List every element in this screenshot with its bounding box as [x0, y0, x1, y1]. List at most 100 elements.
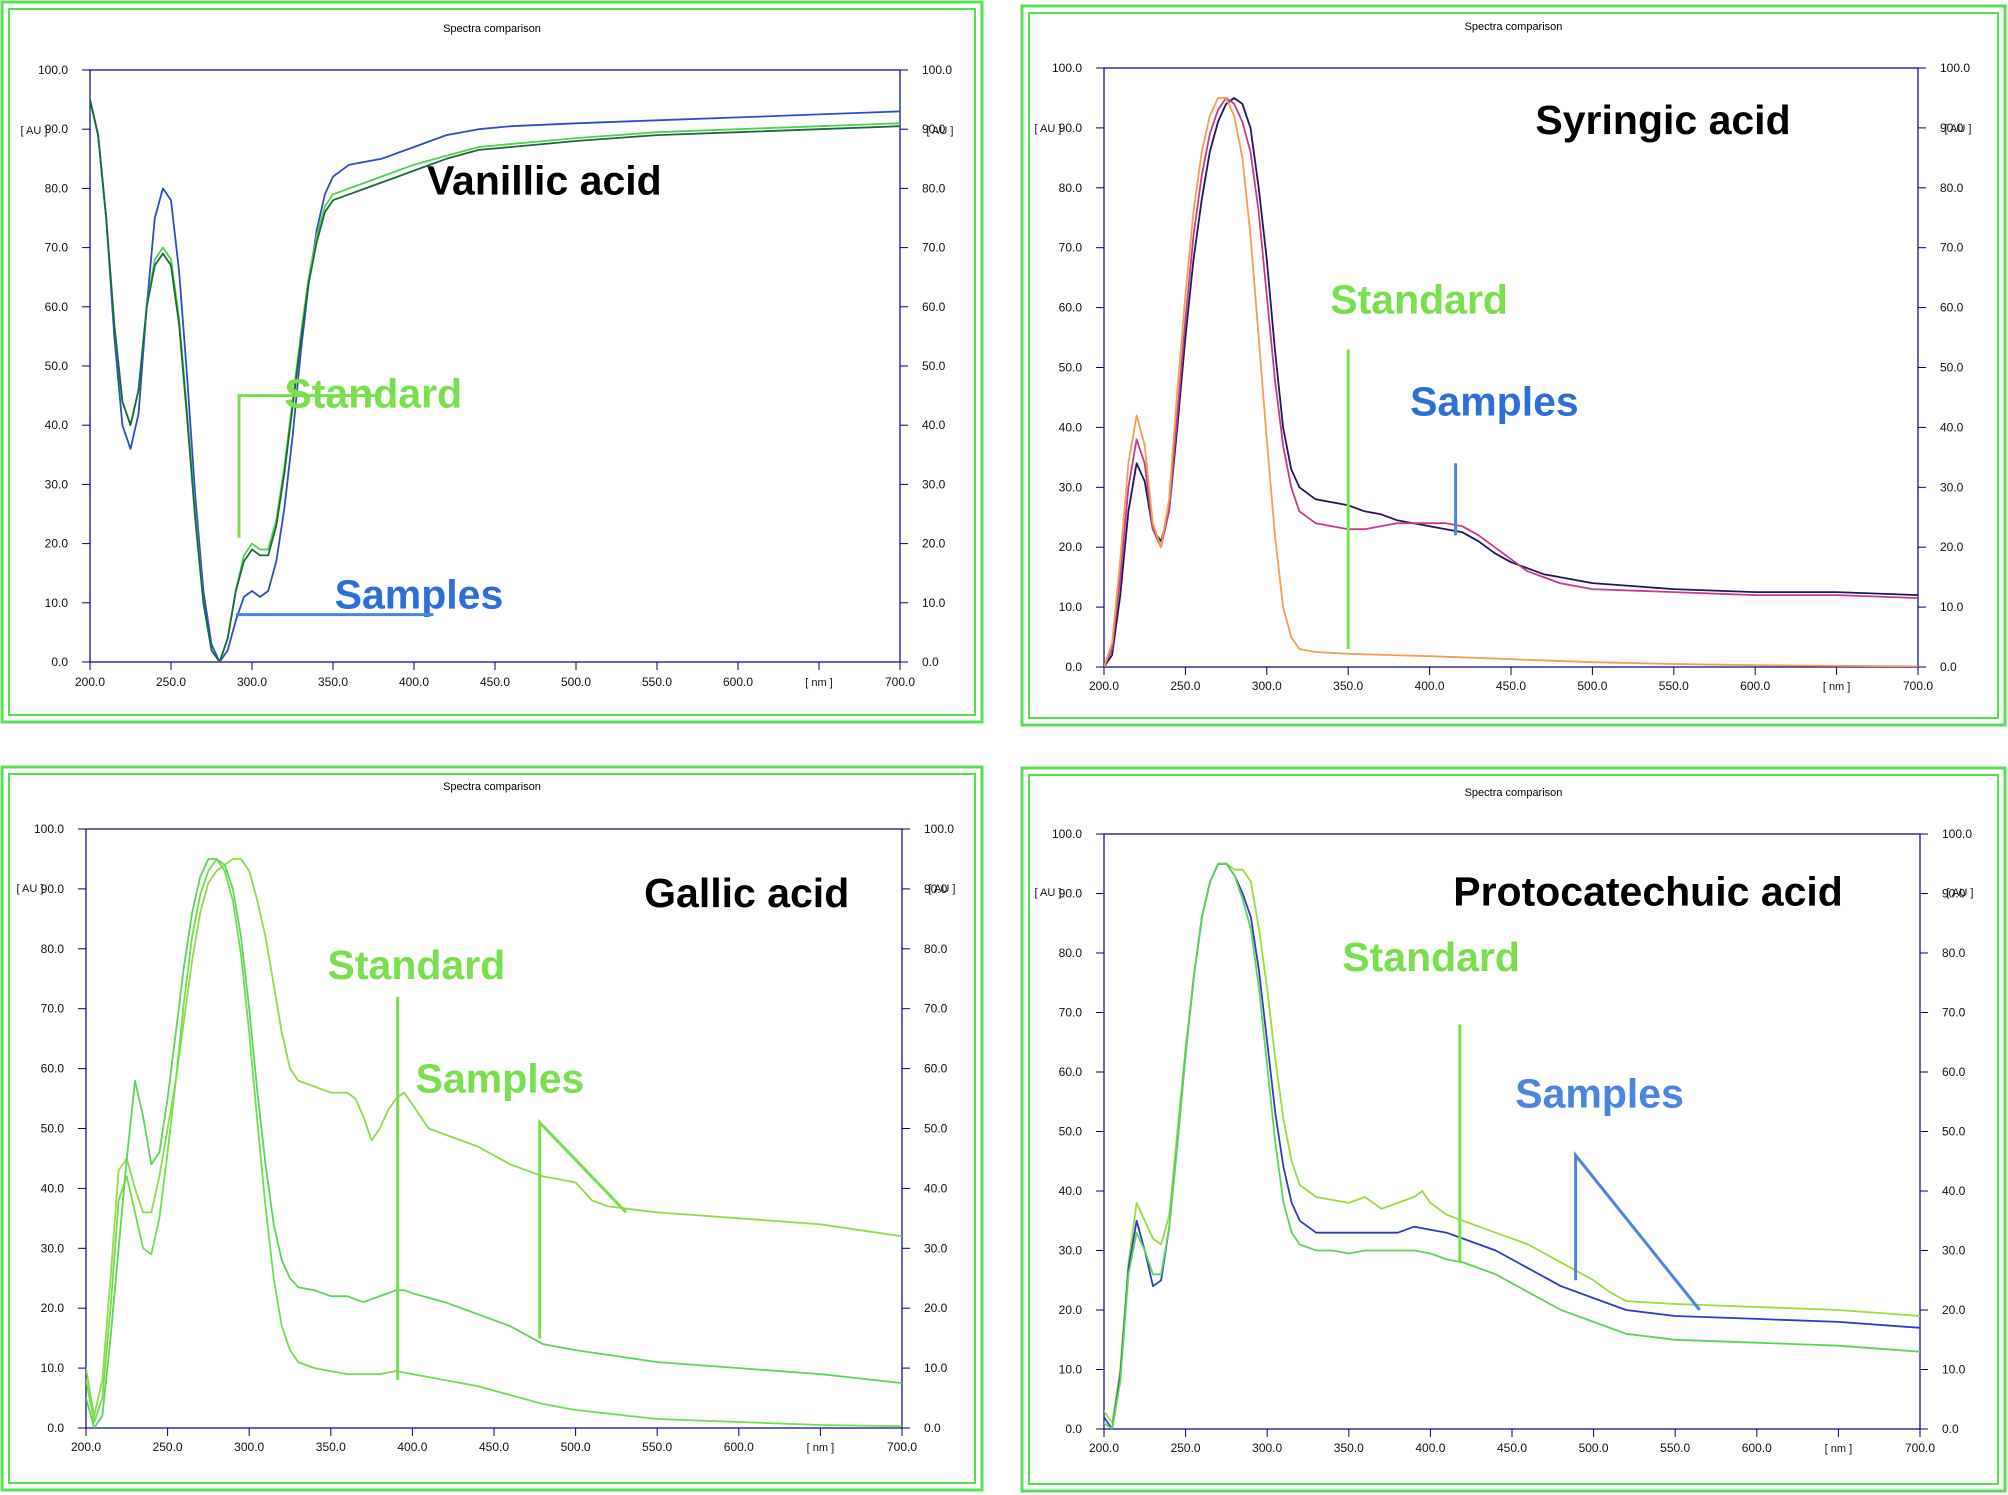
x-tick-label: 550.0 — [642, 675, 672, 689]
y-tick-label-left: 20.0 — [45, 537, 69, 551]
panel-frame-inner — [1028, 12, 1999, 719]
y-tick-label-left: 90.0 — [41, 882, 65, 896]
x-tick-label: 350.0 — [316, 1440, 346, 1454]
spectrum-line-3 — [1104, 97, 1918, 667]
y-tick-label-right: 70.0 — [924, 1002, 948, 1016]
y-tick-label-right: 40.0 — [924, 1181, 948, 1195]
x-tick-label: 250.0 — [153, 1440, 183, 1454]
y-tick-label-right: 90.0 — [922, 122, 946, 136]
x-tick-label: 450.0 — [1496, 679, 1526, 693]
plot-area — [89, 69, 901, 663]
y-tick-label-left: 40.0 — [1059, 1184, 1083, 1198]
y-tick-label-left: 60.0 — [1059, 1065, 1083, 1079]
y-tick-label-right: 50.0 — [922, 359, 946, 373]
x-tick-label: 350.0 — [1333, 679, 1363, 693]
panel-syringic-acid: Spectra comparison 0.0 0.0 10.0 10.0 20.0 20.0… — [1020, 4, 2007, 727]
compound-name-label: Gallic acid — [644, 870, 849, 916]
y-tick-label-left: 10.0 — [1059, 1363, 1083, 1377]
y-tick-label-left: 60.0 — [41, 1062, 65, 1076]
annotation-pointer-line — [538, 1118, 628, 1339]
x-tick-label: 350.0 — [1334, 1441, 1364, 1455]
y-tick-label-left: 70.0 — [1059, 1006, 1083, 1020]
y-tick-label-right: 70.0 — [1942, 1006, 1966, 1020]
x-tick-label: 500.0 — [1579, 1441, 1609, 1455]
y-tick-label-left: 70.0 — [45, 241, 69, 255]
y-tick-label-right: 90.0 — [1940, 121, 1964, 135]
y-tick-label-left: 10.0 — [45, 596, 69, 610]
y-tick-label-left: 80.0 — [45, 181, 69, 195]
y-tick-label-left: 30.0 — [1059, 480, 1083, 494]
y-tick-label-left: 90.0 — [1059, 121, 1083, 135]
compound-name-label: Syringic acid — [1535, 97, 1790, 143]
x-tick-label: 700.0 — [885, 675, 915, 689]
y-tick-label-right: 60.0 — [922, 300, 946, 314]
spectrum-line-3 — [90, 98, 900, 662]
series-group — [90, 98, 900, 662]
plot-area — [85, 828, 903, 1429]
y-tick-label-right: 40.0 — [1940, 420, 1964, 434]
y-tick-label-right: 10.0 — [922, 596, 946, 610]
y-tick-label-left: 30.0 — [41, 1241, 65, 1255]
y-tick-label-right: 0.0 — [1940, 660, 1957, 674]
x-tick-label: 250.0 — [1171, 1441, 1201, 1455]
y-tick-label-right: 30.0 — [1942, 1244, 1966, 1258]
y-tick-label-right: 100.0 — [1940, 61, 1970, 75]
y-tick-label-left: 100.0 — [1052, 827, 1082, 841]
y-tick-label-right: 20.0 — [1940, 540, 1964, 554]
y-tick-label-right: 80.0 — [1940, 181, 1964, 195]
y-tick-label-right: 40.0 — [1942, 1184, 1966, 1198]
x-tick-label: 350.0 — [318, 675, 348, 689]
spectrum-line-1 — [86, 858, 902, 1417]
y-tick-label-right: 50.0 — [1940, 361, 1964, 375]
y-tick-label-left: 20.0 — [1059, 1303, 1083, 1317]
y-tick-label-left: 50.0 — [1059, 361, 1083, 375]
spectrum-line-3 — [86, 858, 902, 1428]
y-tick-label-right: 90.0 — [1942, 887, 1966, 901]
y-tick-label-right: 10.0 — [1942, 1363, 1966, 1377]
spectrum-line-2 — [1104, 97, 1918, 667]
x-tick-label: 550.0 — [1659, 679, 1689, 693]
y-tick-label-left: 10.0 — [41, 1361, 65, 1375]
y-tick-label-left: 70.0 — [1059, 241, 1083, 255]
spectrum-line-3 — [1104, 862, 1920, 1429]
y-tick-label-right: 0.0 — [922, 655, 939, 669]
y-tick-label-left: 100.0 — [38, 63, 68, 77]
y-tick-label-left: 80.0 — [1059, 946, 1083, 960]
x-tick-label: 400.0 — [1415, 1441, 1445, 1455]
y-tick-label-left: 50.0 — [45, 359, 69, 373]
samples-label: Samples — [1515, 1071, 1684, 1117]
y-tick-label-left: 80.0 — [1059, 181, 1083, 195]
y-tick-label-right: 20.0 — [922, 537, 946, 551]
x-unit-label: [ nm ] — [805, 677, 833, 689]
y-tick-label-right: 60.0 — [924, 1062, 948, 1076]
x-tick-label: 400.0 — [1415, 679, 1445, 693]
y-tick-label-left: 70.0 — [41, 1002, 65, 1016]
annotation-pointer-line — [1574, 1151, 1701, 1311]
panel-protocatechuic-acid: Spectra comparison 0.0 0.0 10.0 10.0 20.0 20.0… — [1020, 766, 2007, 1493]
y-tick-label-left: 50.0 — [41, 1122, 65, 1136]
panel-frame-outer — [0, 765, 984, 1492]
panel-gallic-acid: Spectra comparison 0.0 0.0 10.0 10.0 20.0 20.0… — [0, 765, 984, 1492]
spectrum-line-2 — [86, 858, 902, 1428]
x-tick-label: 300.0 — [237, 675, 267, 689]
y-tick-label-right: 50.0 — [924, 1122, 948, 1136]
y-tick-label-right: 0.0 — [924, 1421, 941, 1435]
y-unit-label-left: [ AU ] — [21, 125, 48, 137]
y-tick-label-right: 100.0 — [924, 822, 954, 836]
x-tick-label: 700.0 — [1905, 1441, 1935, 1455]
standard-label: Standard — [328, 942, 506, 988]
x-tick-label: 600.0 — [723, 675, 753, 689]
y-tick-label-right: 80.0 — [924, 942, 948, 956]
y-unit-label-right: [ AU ] — [1945, 123, 1972, 135]
x-tick-label: 550.0 — [642, 1440, 672, 1454]
y-tick-label-right: 10.0 — [924, 1361, 948, 1375]
x-tick-label: 450.0 — [480, 675, 510, 689]
series-group — [86, 858, 902, 1428]
x-tick-label: 400.0 — [397, 1440, 427, 1454]
x-tick-label: 300.0 — [1252, 1441, 1282, 1455]
y-tick-label-left: 10.0 — [1059, 600, 1083, 614]
x-tick-label: 500.0 — [561, 675, 591, 689]
chart-title: Spectra comparison — [1465, 21, 1563, 33]
y-tick-label-left: 60.0 — [45, 300, 69, 314]
x-unit-label: [ nm ] — [1823, 681, 1851, 693]
